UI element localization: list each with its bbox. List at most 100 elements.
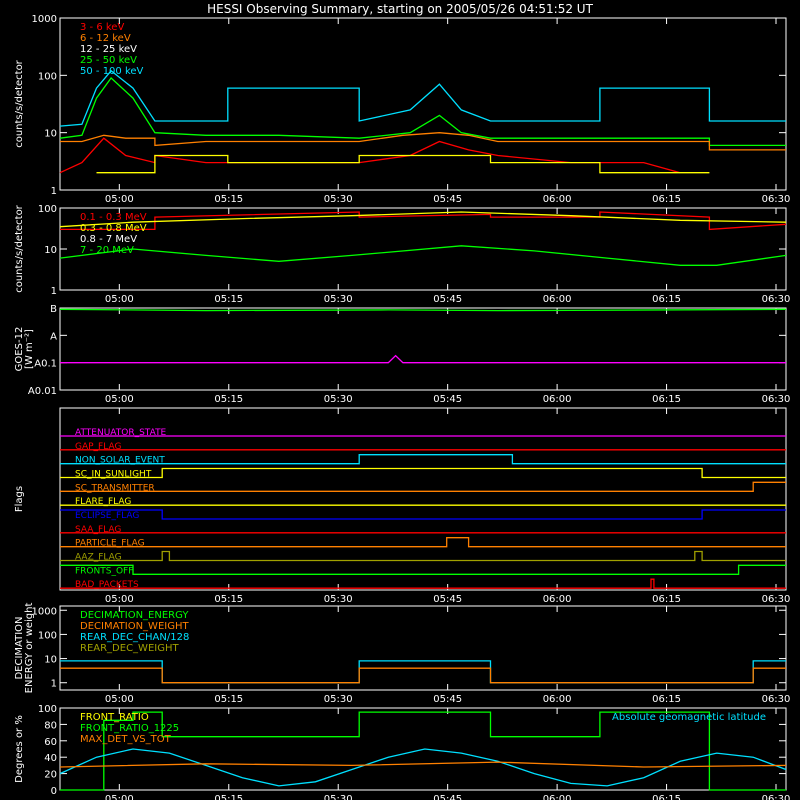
dec-time-label: 06:30 xyxy=(762,694,791,705)
lo-legend-entry: 12 - 25 keV xyxy=(80,44,137,55)
ratio-right-label: Absolute geomagnetic latitude xyxy=(612,712,766,723)
dec-legend-entry: DECIMATION_ENERGY xyxy=(80,610,189,621)
hi-series-0 xyxy=(60,211,787,231)
goes-time-label: 06:00 xyxy=(543,394,572,405)
lo-time-label: 06:00 xyxy=(543,194,572,205)
goes-series-0 xyxy=(59,308,787,312)
panels: 05:00 05:15 05:30 05:45 06:00 06:15 06:30 count… xyxy=(14,14,790,800)
flags-time-label: 06:30 xyxy=(762,594,791,605)
ratio-legend-entry: FRONT_RATIO_1225 xyxy=(80,723,179,734)
dec-y-tick-label: 10 xyxy=(44,655,57,666)
goes-y-tick-label: A0.1 xyxy=(34,359,57,370)
hi-legend-entry: 7 - 20 MeV xyxy=(80,245,134,256)
flag-line xyxy=(60,509,786,520)
goes-y-tick-label: A xyxy=(50,331,57,342)
flags-time-label: 05:30 xyxy=(324,594,353,605)
hi-time-label: 06:30 xyxy=(762,294,791,305)
lo-frame xyxy=(59,17,787,191)
dec-legend-entry: DECIMATION_WEIGHT xyxy=(80,621,189,632)
lo-time-label: 05:45 xyxy=(433,194,462,205)
flag-label: BAD_PACKETS xyxy=(75,580,139,590)
lo-time-label: 05:30 xyxy=(324,194,353,205)
lo-ylabel: counts/s/detector xyxy=(14,59,25,147)
ratio-time-label: 05:15 xyxy=(214,794,243,800)
dec-time-label: 05:30 xyxy=(324,694,353,705)
ratio-y-tick-label: 20 xyxy=(44,770,57,781)
goes-time-label: 06:30 xyxy=(762,394,791,405)
ratio-series-2 xyxy=(59,761,787,768)
ratio-y-tick-label: 100 xyxy=(38,704,57,715)
flags-time-label: 05:00 xyxy=(105,594,134,605)
dec-time-label: 06:15 xyxy=(652,694,681,705)
flag-label: ECLIPSE_FLAG xyxy=(75,511,139,521)
flags-frame xyxy=(59,407,787,591)
dec-series-1 xyxy=(60,667,786,684)
ratio-y-tick-label: 60 xyxy=(44,737,57,748)
flag-line xyxy=(60,564,786,575)
hi-y-tick-label: 10 xyxy=(44,245,57,256)
lo-legend-entry: 6 - 12 keV xyxy=(80,33,131,44)
flag-line xyxy=(60,578,786,589)
ratio-y-tick-label: 40 xyxy=(44,753,57,764)
dec-y-tick-label: 1 xyxy=(51,679,57,690)
flags-time-label: 05:15 xyxy=(214,594,243,605)
flag-line xyxy=(60,481,786,492)
lo-series-0 xyxy=(59,69,786,127)
goes-ylabel-group: GOES-12 [W m⁻²] xyxy=(14,327,35,372)
lo-legend-entry: 3 - 6 keV xyxy=(80,22,124,33)
lo-time-label: 05:15 xyxy=(214,194,243,205)
hi-time-label: 05:45 xyxy=(433,294,462,305)
hi-legend-entry: 0.8 - 7 MeV xyxy=(80,234,137,245)
lo-series-2 xyxy=(60,132,786,151)
flag-line xyxy=(60,550,786,562)
hi-time-label: 05:15 xyxy=(214,294,243,305)
flag-label: SAA_FLAG xyxy=(75,525,121,535)
goes-ylabel: GOES-12 xyxy=(14,327,25,372)
dec-time-label: 05:45 xyxy=(433,694,462,705)
hi-legend-entry: 0.3 - 0.8 MeV xyxy=(80,223,147,234)
lo-y-tick-label: 1 xyxy=(51,186,57,197)
flag-label: PARTICLE_FLAG xyxy=(75,539,145,549)
ratio-y-tick-label: 0 xyxy=(51,786,57,797)
goes-time-label: 05:30 xyxy=(324,394,353,405)
lo-y-tick-label: 10 xyxy=(44,129,57,140)
goes-ylabel: [W m⁻²] xyxy=(24,329,35,369)
ratio-time-label: 05:30 xyxy=(324,794,353,800)
hi-series-2 xyxy=(59,245,787,266)
hi-time-label: 06:15 xyxy=(652,294,681,305)
hi-y-tick-label: 100 xyxy=(38,204,57,215)
hi-time-label: 05:30 xyxy=(324,294,353,305)
hi-ylabel-group: counts/s/detector xyxy=(14,204,25,292)
goes-y-tick-label: A0.01 xyxy=(28,386,57,397)
goes-y-tick-label: B xyxy=(50,304,57,315)
flag-label: FLARE_FLAG xyxy=(75,497,131,507)
dec-y-tick-label: 1000 xyxy=(32,606,57,617)
ratio-legend-entry: MAX_DET_VS_TOT xyxy=(80,734,172,745)
dec-ylabel: DECIMATION xyxy=(14,616,25,679)
lo-y-tick-label: 1000 xyxy=(32,14,57,25)
lo-ylabel-group: counts/s/detector xyxy=(14,59,25,147)
ratio-ylabel: Degrees or % xyxy=(14,715,25,783)
flag-line xyxy=(60,454,786,465)
goes-series-1 xyxy=(60,354,786,364)
goes-time-label: 05:00 xyxy=(105,394,134,405)
hi-y-tick-label: 1 xyxy=(51,286,57,297)
dec-frame xyxy=(59,605,787,691)
flag-label: SC_TRANSMITTER xyxy=(75,483,155,493)
goes-time-label: 06:15 xyxy=(652,394,681,405)
dec-ylabel: ENERGY or weight xyxy=(24,603,35,694)
flag-label: NON_SOLAR_EVENT xyxy=(75,456,165,466)
flag-label: FRONTS_OFF xyxy=(75,566,133,576)
dec-time-label: 05:00 xyxy=(105,694,134,705)
ratio-time-label: 06:15 xyxy=(652,794,681,800)
dec-series-0 xyxy=(60,660,786,684)
goes-frame xyxy=(59,307,787,391)
hi-ylabel: counts/s/detector xyxy=(14,204,25,292)
lo-legend-entry: 50 - 100 keV xyxy=(80,66,144,77)
dec-time-label: 05:15 xyxy=(214,694,243,705)
lo-series-4 xyxy=(96,154,710,174)
lo-time-label: 05:00 xyxy=(105,194,134,205)
ratio-time-label: 06:00 xyxy=(543,794,572,800)
hi-legend-entry: 0.1 - 0.3 MeV xyxy=(80,212,147,223)
